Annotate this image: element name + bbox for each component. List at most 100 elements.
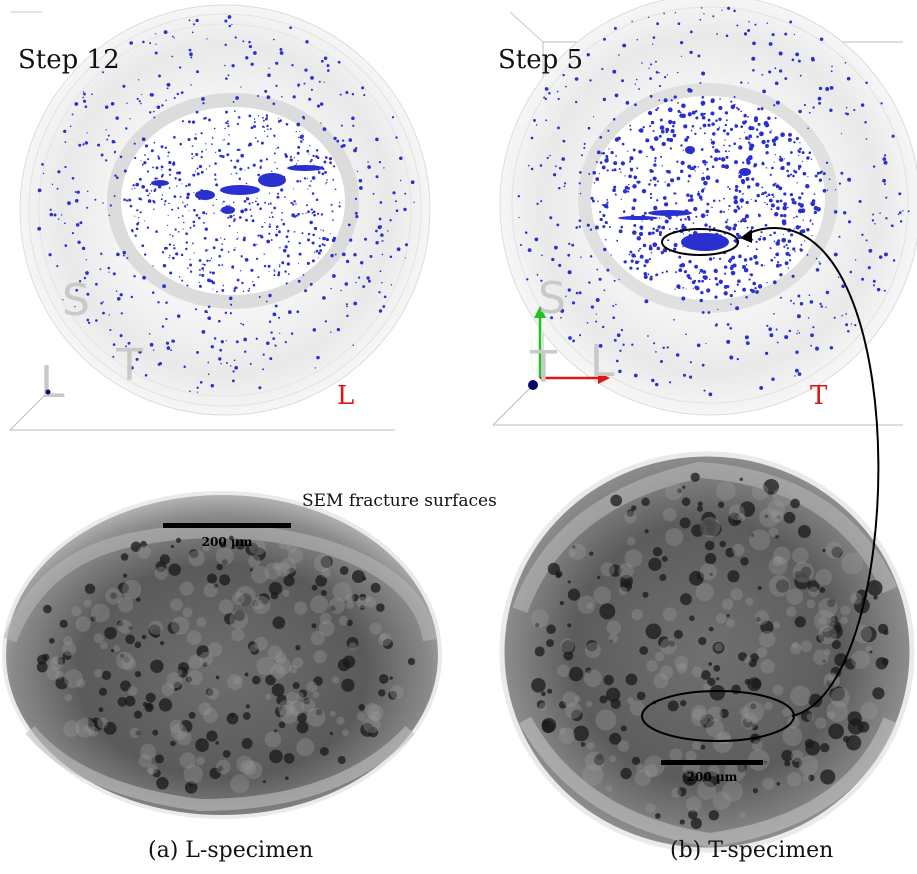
texture-dot: [340, 124, 343, 127]
texture-dot: [596, 150, 601, 155]
texture-dot: [215, 547, 234, 566]
texture-dot: [633, 373, 638, 378]
texture-dot: [595, 313, 598, 315]
texture-dot: [734, 124, 739, 128]
texture-dot: [689, 361, 692, 364]
texture-dot: [536, 202, 539, 205]
texture-dot: [740, 81, 743, 84]
texture-dot: [634, 260, 639, 265]
texture-dot: [88, 726, 99, 737]
texture-dot: [797, 524, 811, 539]
texture-dot: [201, 330, 206, 334]
texture-dot: [745, 597, 754, 606]
texture-dot: [712, 145, 715, 149]
texture-dot: [620, 328, 624, 332]
texture-dot: [708, 278, 711, 281]
texture-dot: [718, 257, 722, 260]
texture-dot: [696, 781, 716, 800]
texture-dot: [699, 18, 702, 21]
texture-dot: [185, 247, 188, 251]
texture-dot: [577, 595, 596, 614]
texture-dot: [250, 215, 253, 217]
texture-dot: [602, 97, 607, 102]
texture-dot: [872, 213, 875, 216]
texture-dot: [568, 549, 576, 558]
texture-dot: [631, 608, 643, 621]
texture-dot: [64, 165, 67, 169]
texture-dot: [899, 220, 903, 223]
texture-dot: [153, 116, 156, 119]
texture-dot: [691, 110, 696, 115]
texture-dot: [770, 258, 774, 262]
texture-dot: [550, 316, 554, 320]
texture-dot: [282, 248, 287, 253]
texture-dot: [51, 183, 54, 186]
texture-dot: [354, 197, 358, 201]
texture-dot: [813, 609, 836, 632]
texture-dot: [735, 306, 740, 311]
texture-dot: [202, 662, 208, 667]
texture-dot: [602, 151, 606, 155]
texture-dot: [123, 573, 128, 578]
texture-dot: [201, 150, 204, 153]
texture-dot: [64, 244, 68, 247]
texture-dot: [375, 240, 379, 245]
texture-dot: [363, 715, 381, 734]
texture-dot: [205, 168, 208, 170]
texture-dot: [83, 92, 86, 96]
texture-dot: [658, 71, 660, 74]
texture-dot: [352, 344, 354, 346]
texture-dot: [268, 67, 270, 69]
texture-dot: [215, 238, 218, 242]
texture-dot: [369, 622, 382, 635]
panel-a-pores: [37, 15, 415, 393]
texture-dot: [740, 178, 746, 184]
texture-dot: [716, 128, 720, 131]
texture-dot: [706, 167, 709, 171]
texture-dot: [142, 40, 145, 44]
texture-dot: [692, 287, 694, 290]
texture-dot: [865, 81, 868, 85]
texture-dot: [753, 116, 759, 121]
texture-dot: [818, 261, 820, 263]
texture-dot: [669, 381, 672, 384]
texture-dot: [665, 270, 669, 273]
texture-dot: [636, 691, 646, 701]
texture-dot: [202, 221, 205, 224]
texture-dot: [245, 56, 249, 60]
texture-dot: [527, 164, 530, 167]
texture-dot: [297, 212, 300, 216]
texture-dot: [673, 243, 678, 247]
texture-dot: [165, 341, 170, 345]
texture-dot: [662, 607, 677, 622]
texture-dot: [104, 626, 117, 640]
panel-b-sem-image: 200 µm: [499, 451, 915, 853]
texture-dot: [844, 658, 856, 670]
texture-dot: [128, 626, 133, 631]
texture-dot: [198, 259, 202, 262]
texture-dot: [702, 270, 707, 274]
texture-dot: [278, 264, 281, 266]
texture-dot: [152, 199, 155, 203]
texture-dot: [313, 226, 318, 231]
texture-dot: [283, 752, 295, 764]
texture-dot: [826, 700, 849, 723]
texture-dot: [141, 163, 144, 166]
texture-dot: [243, 199, 247, 203]
texture-dot: [668, 119, 673, 125]
texture-dot: [292, 682, 300, 690]
texture-dot: [685, 288, 687, 290]
texture-dot: [710, 140, 716, 145]
texture-dot: [769, 247, 772, 250]
texture-dot: [860, 103, 865, 107]
texture-dot: [639, 247, 642, 250]
texture-dot: [300, 140, 303, 143]
texture-dot: [150, 149, 154, 153]
texture-dot: [298, 252, 302, 256]
texture-dot: [812, 326, 815, 329]
texture-dot: [213, 212, 215, 214]
texture-dot: [312, 154, 315, 158]
texture-dot: [684, 218, 687, 221]
texture-dot: [703, 180, 708, 186]
texture-dot: [817, 96, 822, 101]
